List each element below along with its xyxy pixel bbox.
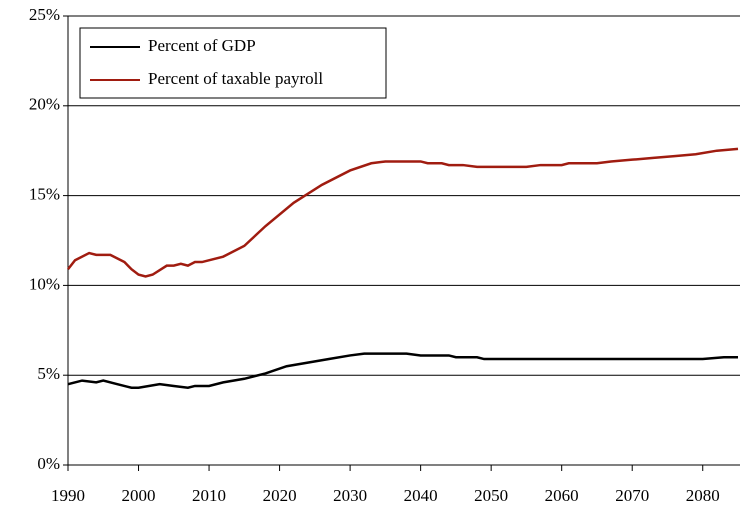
x-tick-label: 2080 [686, 486, 720, 505]
x-tick-label: 2010 [192, 486, 226, 505]
line [67, 352, 738, 390]
legend-label: Percent of GDP [148, 36, 256, 55]
legend-label: Percent of taxable payroll [148, 69, 323, 88]
line [67, 147, 739, 278]
x-tick-label: 2070 [615, 486, 649, 505]
y-tick-label: 20% [29, 95, 60, 114]
x-tick-label: 1990 [51, 486, 85, 505]
x-tick-label: 2040 [404, 486, 438, 505]
y-tick-label: 10% [29, 274, 60, 293]
x-tick-label: 2060 [545, 486, 579, 505]
y-tick-label: 15% [29, 185, 60, 204]
y-tick-label: 25% [29, 5, 60, 24]
x-tick-label: 2000 [122, 486, 156, 505]
x-tick-label: 2050 [474, 486, 508, 505]
x-tick-label: 2020 [263, 486, 297, 505]
y-tick-label: 5% [37, 364, 60, 383]
y-tick-label: 0% [37, 454, 60, 473]
legend-box [79, 27, 387, 99]
x-tick-label: 2030 [333, 486, 367, 505]
